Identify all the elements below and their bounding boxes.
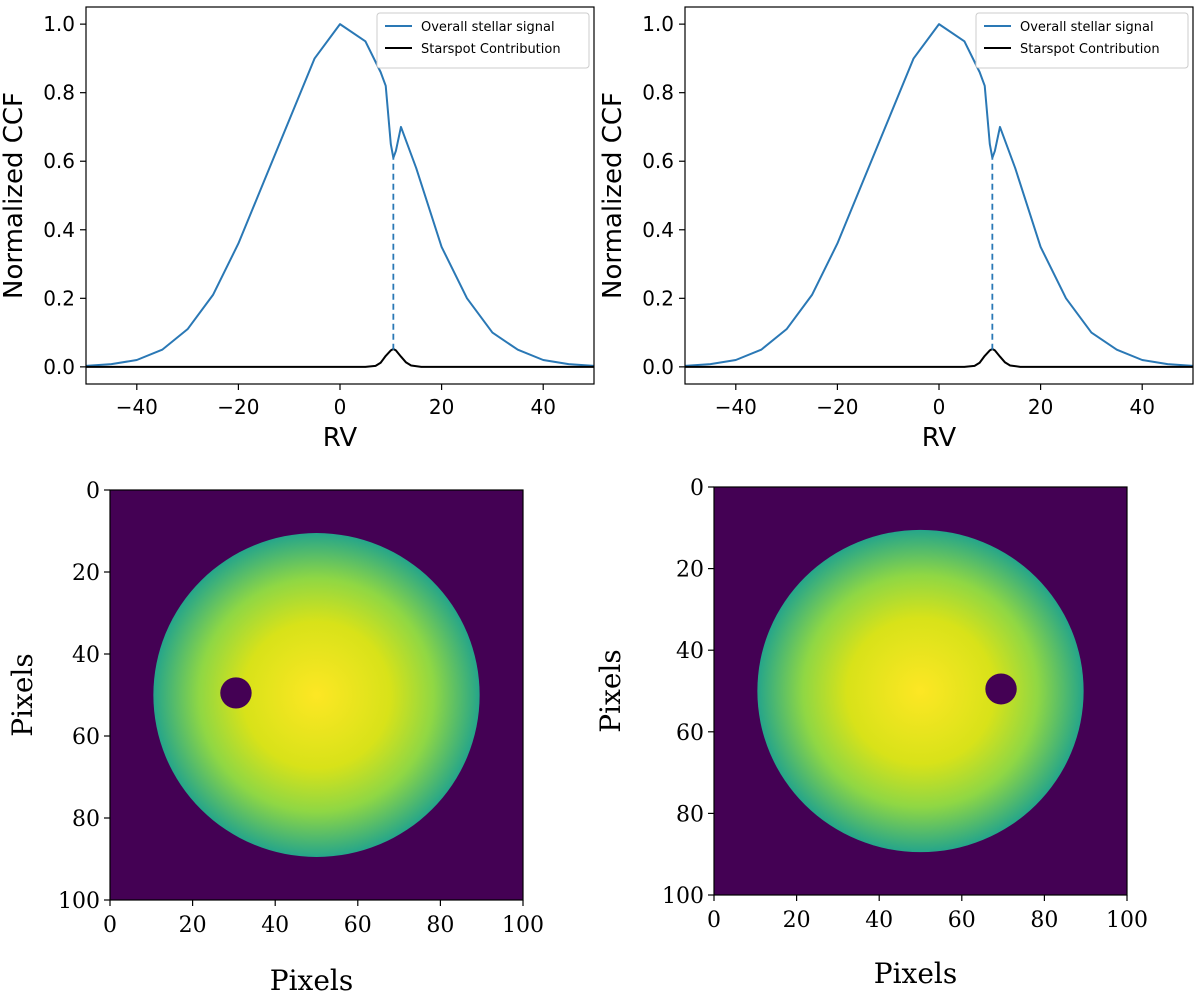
y-axis-label: Normalized CCF bbox=[598, 92, 628, 299]
x-tick-label: 40 bbox=[865, 908, 893, 933]
x-tick-label: 60 bbox=[948, 908, 976, 933]
ccf-plot-2: −40 −20 0 20 40 0.0 0.2 0.4 0.6 0.8 1.0 Overall ste… bbox=[598, 6, 1194, 453]
x-tick-label: 0 bbox=[933, 395, 946, 419]
legend-label: Starspot Contribution bbox=[421, 42, 561, 57]
stellar-disk bbox=[757, 529, 1084, 853]
y-tick-label: 0.6 bbox=[642, 149, 674, 173]
y-tick-label: 20 bbox=[676, 558, 704, 583]
y-tick-label: 0.6 bbox=[43, 149, 75, 173]
axes-frame bbox=[713, 486, 1128, 896]
starspot-line bbox=[86, 348, 594, 368]
y-tick-label: 80 bbox=[72, 807, 100, 832]
y-tick-label: 0.0 bbox=[642, 355, 674, 379]
y-tick-label: 0 bbox=[690, 476, 704, 501]
legend-label: Overall stellar signal bbox=[421, 20, 555, 35]
y-tick-label: 0.2 bbox=[642, 286, 674, 310]
y-tick-label: 100 bbox=[58, 889, 100, 914]
y-tick-label: 40 bbox=[676, 639, 704, 664]
y-tick-label: 0.4 bbox=[642, 218, 674, 242]
legend: Overall stellar signal Starspot Contribut… bbox=[376, 12, 590, 69]
plot-area bbox=[86, 23, 594, 368]
x-axis-label: RV bbox=[323, 423, 358, 453]
x-tick-label: 40 bbox=[261, 913, 289, 938]
plot-area bbox=[685, 23, 1193, 368]
y-tick-label: 0.0 bbox=[43, 355, 75, 379]
x-tick-label: 0 bbox=[707, 908, 721, 933]
x-tick-label: 80 bbox=[426, 913, 454, 938]
x-axis-label: Pixels bbox=[270, 964, 353, 997]
y-tick-label: 1.0 bbox=[642, 12, 674, 36]
x-axis-label: RV bbox=[922, 423, 957, 453]
x-tick-label: 100 bbox=[502, 913, 544, 938]
starspot bbox=[220, 677, 252, 709]
x-tick-label: 0 bbox=[334, 395, 347, 419]
x-tick-label: −20 bbox=[217, 395, 259, 419]
x-tick-label: 80 bbox=[1030, 908, 1058, 933]
y-tick-label: 100 bbox=[662, 884, 704, 909]
x-tick-label: 20 bbox=[179, 913, 207, 938]
y-tick-label: 0.4 bbox=[43, 218, 75, 242]
y-tick-label: 0.8 bbox=[43, 81, 75, 105]
y-tick-label: 40 bbox=[72, 643, 100, 668]
y-tick-label: 1.0 bbox=[43, 12, 75, 36]
x-tick-label: 20 bbox=[1028, 395, 1053, 419]
legend-box bbox=[376, 12, 590, 69]
ccf-plot-1: −40 −20 0 20 40 0.0 0.2 0.4 0.6 0.8 1.0 Overall ste… bbox=[0, 6, 595, 453]
x-tick-label: 20 bbox=[429, 395, 454, 419]
axes-frame bbox=[85, 6, 595, 385]
y-tick-label: 80 bbox=[676, 802, 704, 827]
y-tick-label: 20 bbox=[72, 561, 100, 586]
x-tick-label: 0 bbox=[103, 913, 117, 938]
y-tick-label: 60 bbox=[72, 725, 100, 750]
y-tick-label: 0 bbox=[86, 479, 100, 504]
legend-label: Overall stellar signal bbox=[1020, 20, 1154, 35]
legend: Overall stellar signal Starspot Contribut… bbox=[975, 12, 1189, 69]
y-tick-label: 60 bbox=[676, 721, 704, 746]
overall-signal-line bbox=[86, 23, 594, 367]
x-tick-label: 20 bbox=[783, 908, 811, 933]
y-axis-label: Normalized CCF bbox=[0, 92, 29, 299]
axes-frame bbox=[684, 6, 1194, 385]
x-tick-label: 60 bbox=[344, 913, 372, 938]
axes-frame bbox=[109, 489, 524, 901]
x-tick-label: −40 bbox=[715, 395, 757, 419]
x-tick-label: −40 bbox=[116, 395, 158, 419]
y-axis-label: Pixels bbox=[6, 653, 39, 736]
x-tick-label: −20 bbox=[816, 395, 858, 419]
x-axis-label: Pixels bbox=[874, 957, 957, 990]
overall-signal-line bbox=[685, 23, 1193, 367]
x-tick-label: 40 bbox=[1129, 395, 1154, 419]
x-tick-label: 40 bbox=[530, 395, 555, 419]
y-axis-label: Pixels bbox=[594, 649, 627, 732]
legend-box bbox=[975, 12, 1189, 69]
starspot-line bbox=[685, 348, 1193, 368]
stellar-disk bbox=[153, 533, 480, 857]
legend-label: Starspot Contribution bbox=[1020, 42, 1160, 57]
x-tick-label: 100 bbox=[1106, 908, 1148, 933]
y-tick-label: 0.8 bbox=[642, 81, 674, 105]
starspot bbox=[985, 673, 1017, 705]
y-tick-label: 0.2 bbox=[43, 286, 75, 310]
